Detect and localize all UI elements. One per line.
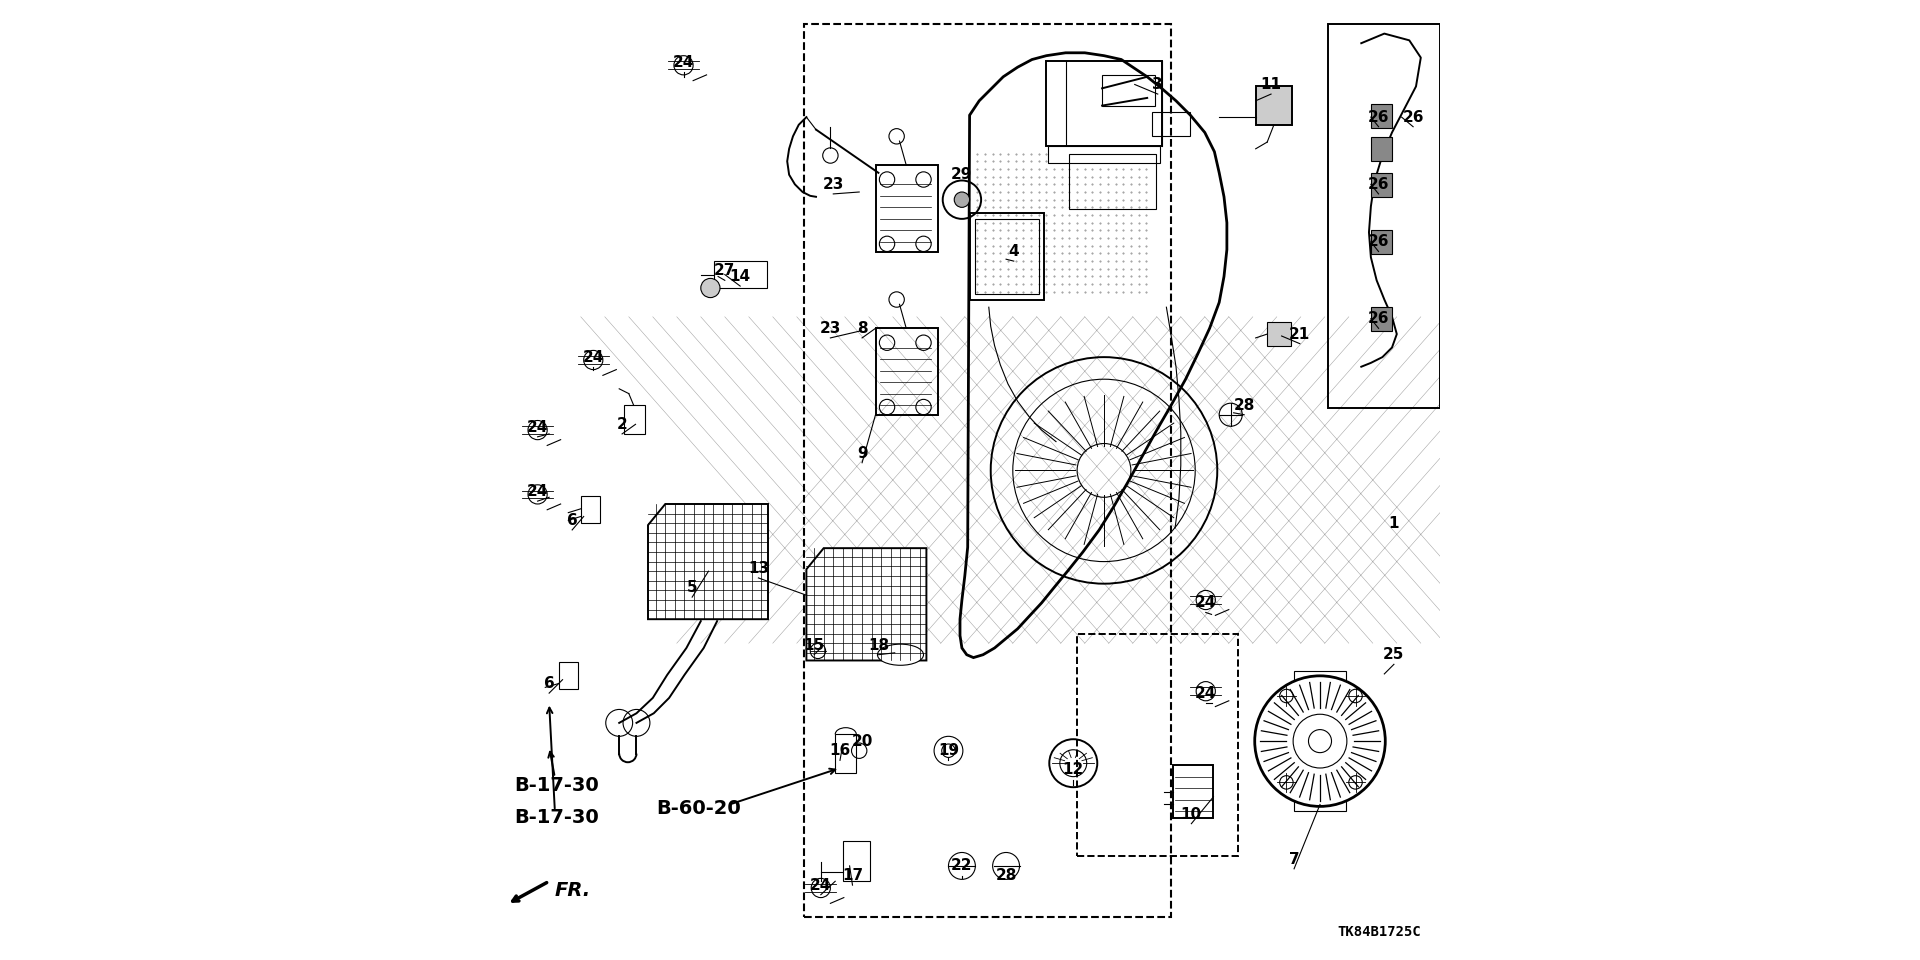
Bar (1371, 137, 1392, 161)
Text: 20: 20 (851, 733, 874, 749)
Text: 26: 26 (1367, 234, 1390, 250)
Bar (975, 219, 1039, 294)
Text: FR.: FR. (555, 881, 591, 900)
Bar (876, 165, 937, 252)
Text: 14: 14 (730, 269, 751, 284)
Text: 24: 24 (672, 55, 695, 70)
Circle shape (1309, 730, 1332, 753)
Text: 21: 21 (1288, 326, 1311, 342)
Bar (1256, 86, 1292, 125)
Text: 4: 4 (1008, 244, 1020, 259)
Text: 17: 17 (841, 868, 864, 883)
Bar (1102, 75, 1154, 106)
Bar (1371, 173, 1392, 197)
Text: B-17-30: B-17-30 (515, 776, 599, 795)
Bar (1173, 765, 1213, 818)
Text: 24: 24 (526, 420, 549, 435)
Text: 10: 10 (1181, 806, 1202, 822)
Bar (1046, 61, 1162, 146)
Text: B-60-20: B-60-20 (657, 799, 741, 818)
Text: 12: 12 (1062, 762, 1085, 778)
Bar (1077, 634, 1238, 856)
Text: 24: 24 (526, 484, 549, 499)
Text: 28: 28 (995, 868, 1018, 883)
Text: 19: 19 (937, 743, 960, 758)
Polygon shape (806, 548, 927, 660)
Text: 25: 25 (1382, 647, 1405, 662)
Text: 15: 15 (803, 637, 826, 653)
Bar (876, 328, 937, 415)
Bar (970, 213, 1044, 300)
Bar (1371, 230, 1392, 254)
Text: 26: 26 (1367, 109, 1390, 125)
Text: 9: 9 (856, 445, 868, 461)
Text: 3: 3 (1152, 77, 1164, 92)
Text: 16: 16 (829, 743, 851, 758)
Text: 8: 8 (856, 321, 868, 336)
Text: 7: 7 (1288, 852, 1300, 867)
Text: 26: 26 (1367, 311, 1390, 326)
Text: 6: 6 (566, 513, 578, 528)
Text: 28: 28 (1233, 397, 1256, 413)
Bar (835, 734, 856, 773)
Circle shape (701, 278, 720, 298)
Text: 22: 22 (950, 858, 973, 874)
Polygon shape (649, 504, 768, 619)
Bar (559, 662, 578, 689)
Text: 1: 1 (1388, 516, 1400, 531)
Circle shape (1294, 714, 1348, 768)
Text: 23: 23 (820, 321, 841, 336)
Text: 13: 13 (747, 561, 770, 576)
Text: 24: 24 (1194, 595, 1217, 611)
Text: 2: 2 (616, 417, 628, 432)
Text: 5: 5 (687, 580, 697, 595)
Circle shape (954, 192, 970, 207)
Text: 24: 24 (1194, 685, 1217, 701)
Text: 27: 27 (714, 263, 735, 278)
Text: 29: 29 (950, 167, 973, 182)
Bar (624, 405, 645, 434)
Ellipse shape (877, 644, 924, 665)
Bar (1048, 146, 1160, 163)
Text: 23: 23 (822, 177, 845, 192)
Bar (843, 841, 870, 881)
Bar (1371, 307, 1392, 331)
Text: 24: 24 (810, 877, 831, 893)
Bar (714, 261, 766, 288)
Bar (1371, 104, 1392, 128)
Bar (1329, 24, 1440, 408)
Text: 18: 18 (868, 637, 889, 653)
Bar (1267, 322, 1290, 346)
Text: 24: 24 (582, 349, 605, 365)
Text: B-17-30: B-17-30 (515, 808, 599, 828)
Text: 11: 11 (1261, 77, 1281, 92)
Bar (1152, 112, 1190, 136)
Text: TK84B1725C: TK84B1725C (1336, 924, 1421, 939)
Bar (1069, 154, 1156, 209)
Bar (580, 496, 599, 523)
Text: 26: 26 (1367, 177, 1390, 192)
Bar (804, 24, 1171, 917)
Bar (1294, 671, 1346, 811)
Circle shape (1256, 676, 1386, 806)
Text: 6: 6 (543, 676, 555, 691)
Text: 26: 26 (1402, 109, 1425, 125)
